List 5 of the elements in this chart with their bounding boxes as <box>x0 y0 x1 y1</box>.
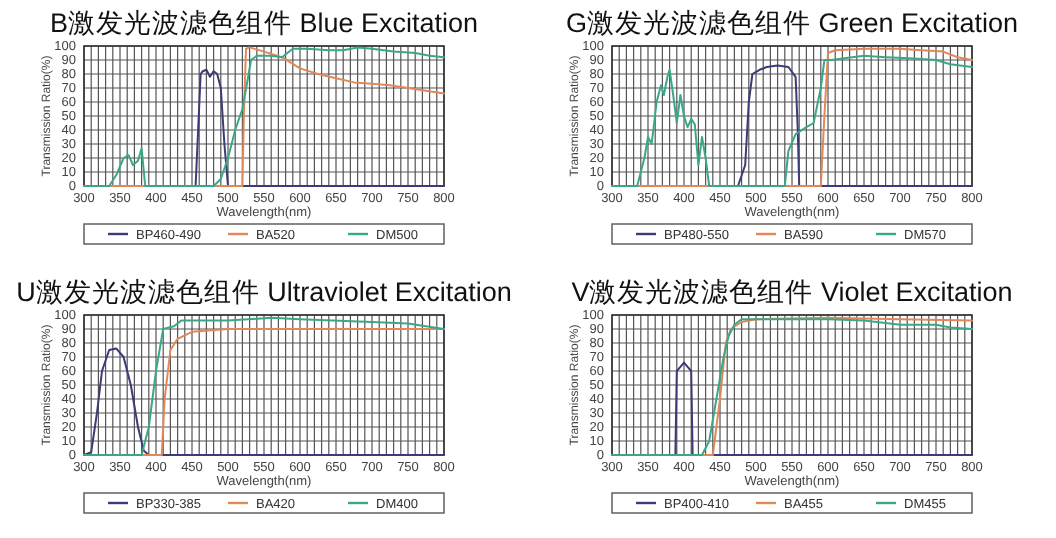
chart-title: G激发光波滤色组件 Green Excitation <box>565 8 1019 38</box>
line-series <box>83 46 445 187</box>
chart-title: V激发光波滤色组件 Violet Excitation <box>571 277 1013 307</box>
chart-title: B激发光波滤色组件 Blue Excitation <box>49 8 479 38</box>
chart-title: U激发光波滤色组件 Ultraviolet Excitation <box>16 277 512 307</box>
